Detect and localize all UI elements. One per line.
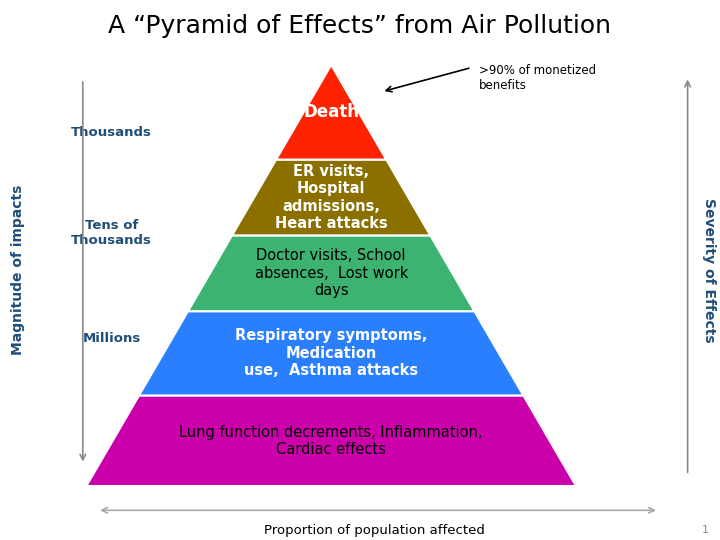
- Text: Magnitude of impacts: Magnitude of impacts: [11, 185, 25, 355]
- Polygon shape: [139, 311, 523, 395]
- Text: Proportion of population affected: Proportion of population affected: [264, 524, 485, 537]
- Polygon shape: [276, 65, 386, 160]
- Text: Millions: Millions: [83, 332, 140, 345]
- Text: >90% of monetized
benefits: >90% of monetized benefits: [479, 64, 596, 92]
- Text: Respiratory symptoms,
Medication
use,  Asthma attacks: Respiratory symptoms, Medication use, As…: [235, 328, 428, 378]
- Text: Lung function decrements, Inflammation,
Cardiac effects: Lung function decrements, Inflammation, …: [179, 424, 483, 457]
- Text: ER visits,
Hospital
admissions,
Heart attacks: ER visits, Hospital admissions, Heart at…: [275, 164, 387, 231]
- Polygon shape: [232, 160, 431, 235]
- Text: 1: 1: [702, 524, 709, 535]
- Polygon shape: [188, 235, 474, 311]
- Text: Death: Death: [303, 103, 359, 121]
- Text: Doctor visits, School
absences,  Lost work
days: Doctor visits, School absences, Lost wor…: [254, 248, 408, 298]
- Polygon shape: [86, 395, 576, 486]
- Text: A “Pyramid of Effects” from Air Pollution: A “Pyramid of Effects” from Air Pollutio…: [109, 14, 611, 37]
- Text: Thousands: Thousands: [71, 126, 152, 139]
- Text: Tens of
Thousands: Tens of Thousands: [71, 219, 152, 247]
- Text: Severity of Effects: Severity of Effects: [702, 198, 716, 342]
